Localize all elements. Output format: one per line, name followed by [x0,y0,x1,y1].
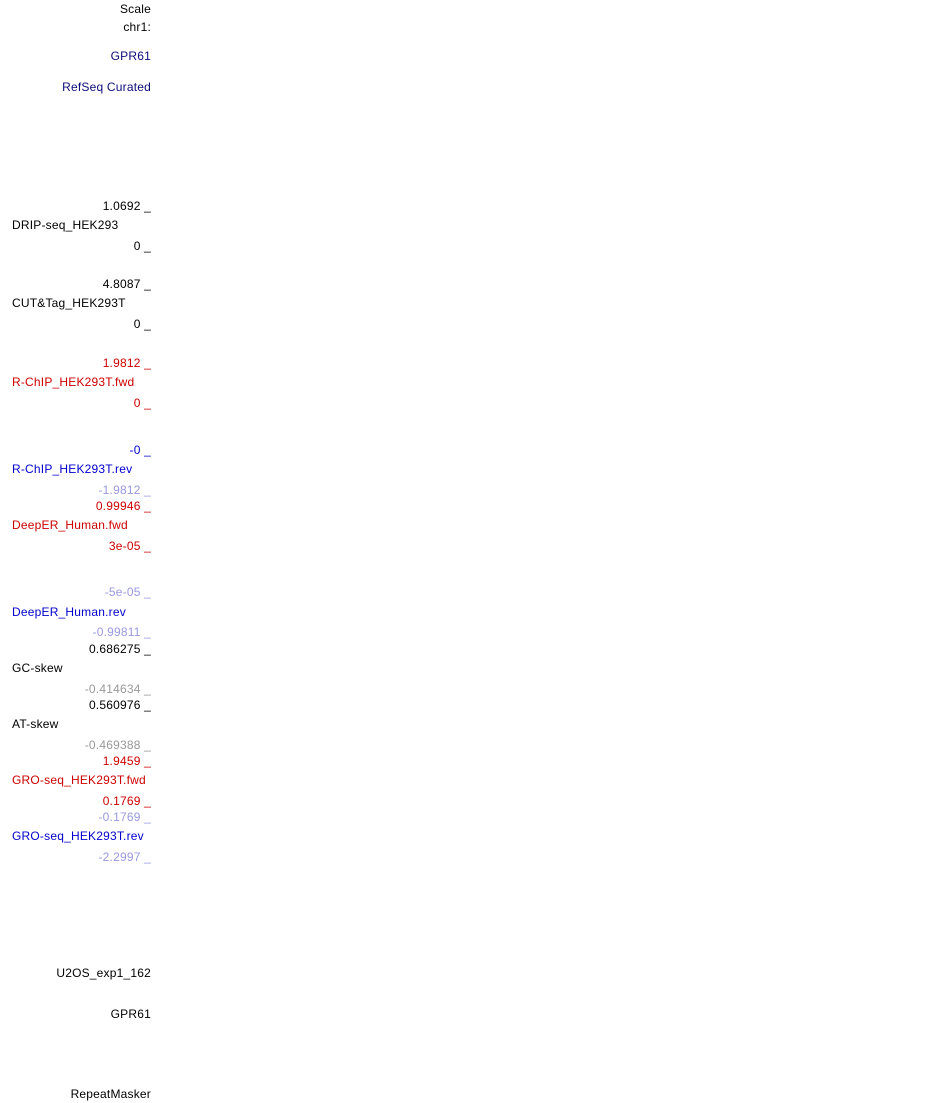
track-max-value: 0.99946 _ [95,499,151,513]
track-label-u2os-exp1-162[interactable]: U2OS_exp1_162 [56,966,151,980]
track-max-value: 1.9459 _ [102,754,151,768]
track-label-deeper-human-rev[interactable]: DeepER_Human.rev [12,605,126,619]
gene-label-gpr61[interactable]: GPR61 [110,49,151,63]
track-label-at-skew[interactable]: AT-skew [12,717,59,731]
track-label-r-chip-hek293t-rev[interactable]: R-ChIP_HEK293T.rev [12,462,133,476]
track-max-value: -0 _ [129,443,151,457]
track-min-value: 3e-05 _ [108,539,151,553]
track-max-value: 4.8087 _ [102,277,151,291]
track-label-repeatmasker[interactable]: RepeatMasker [70,1087,151,1101]
track-max-value: 1.9812 _ [102,356,151,370]
track-min-value: 0 _ [133,239,151,253]
gene-label-gpr61-bottom[interactable]: GPR61 [110,1007,151,1021]
track-max-value: 0.560976 _ [88,698,151,712]
track-label-gro-seq-hek293t-rev[interactable]: GRO-seq_HEK293T.rev [12,829,144,843]
track-label-r-chip-hek293t-fwd[interactable]: R-ChIP_HEK293T.fwd [12,375,135,389]
track-min-value: 0 _ [133,396,151,410]
track-min-value: 0.1769 _ [102,794,151,808]
track-min-value: -0.99811 _ [92,625,151,639]
track-max-value: -5e-05 _ [104,585,151,599]
track-min-value: 0 _ [133,317,151,331]
track-label-drip-seq-hek293[interactable]: DRIP-seq_HEK293 [12,218,119,232]
track-max-value: -0.1769 _ [98,810,151,824]
scale-label: Scale [119,2,151,16]
track-max-value: 1.0692 _ [102,199,151,213]
track-label-gro-seq-hek293t-fwd[interactable]: GRO-seq_HEK293T.fwd [12,773,146,787]
track-label-gc-skew[interactable]: GC-skew [12,661,63,675]
track-min-value: -1.9812 _ [98,483,151,497]
track-label-refseq-curated[interactable]: RefSeq Curated [62,80,151,94]
chromosome-position-label: chr1: [123,20,151,34]
track-min-value: -0.469388 _ [84,738,151,752]
track-max-value: 0.686275 _ [88,642,151,656]
track-label-cut-and-tag-hek293t[interactable]: CUT&Tag_HEK293T [12,296,126,310]
track-label-deeper-human-fwd[interactable]: DeepER_Human.fwd [12,518,128,532]
track-min-value: -2.2997 _ [98,850,151,864]
track-min-value: -0.414634 _ [84,682,151,696]
